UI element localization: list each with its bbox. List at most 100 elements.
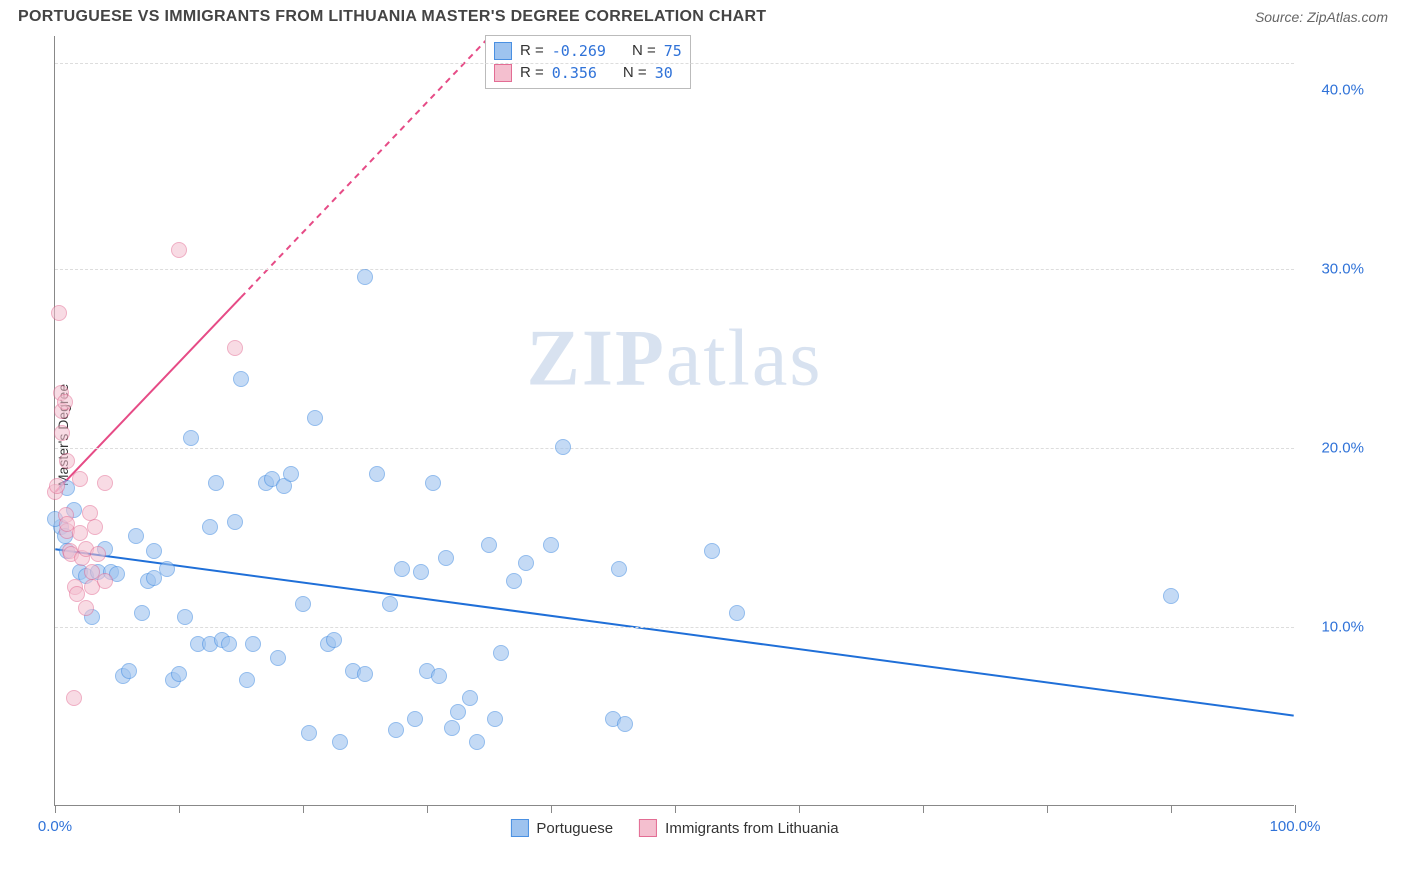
data-point [49,478,65,494]
data-point [221,636,237,652]
data-point [481,537,497,553]
chart-title: PORTUGUESE VS IMMIGRANTS FROM LITHUANIA … [18,8,766,26]
legend-swatch [494,64,512,82]
data-point [413,564,429,580]
legend-n-value: 75 [664,40,682,62]
legend-n-label: N = [632,40,656,62]
data-point [146,543,162,559]
data-point [128,528,144,544]
data-point [487,711,503,727]
x-tick [675,805,676,813]
stats-legend-row: R = 0.356N =30 [494,62,682,84]
gridline [55,448,1294,449]
plot-area: ZIPatlas R =-0.269N =75R = 0.356N =30 Po… [54,36,1294,806]
series-legend-item: Immigrants from Lithuania [639,819,838,837]
data-point [307,410,323,426]
x-tick [923,805,924,813]
data-point [208,475,224,491]
data-point [159,561,175,577]
series-legend: Portuguese Immigrants from Lithuania [510,819,838,837]
data-point [270,650,286,666]
gridline [55,63,1294,64]
data-point [506,573,522,589]
data-point [51,305,67,321]
data-point [543,537,559,553]
x-tick [1295,805,1296,813]
series-legend-item: Portuguese [510,819,613,837]
legend-r-value: 0.356 [552,62,597,84]
legend-r-label: R = [520,40,544,62]
data-point [493,645,509,661]
legend-r-label: R = [520,62,544,84]
data-point [233,371,249,387]
data-point [332,734,348,750]
data-point [97,573,113,589]
data-point [134,605,150,621]
data-point [66,690,82,706]
chart-source: Source: ZipAtlas.com [1255,9,1388,25]
data-point [177,609,193,625]
data-point [301,725,317,741]
x-tick-label: 100.0% [1270,818,1321,835]
data-point [431,668,447,684]
data-point [425,475,441,491]
data-point [388,722,404,738]
data-point [357,666,373,682]
data-point [87,519,103,535]
y-tick-label: 40.0% [1304,81,1364,98]
gridline [55,269,1294,270]
series-legend-label: Portuguese [536,820,613,837]
data-point [69,586,85,602]
x-tick [1047,805,1048,813]
legend-swatch [639,819,657,837]
data-point [469,734,485,750]
legend-n-label: N = [623,62,647,84]
data-point [59,453,75,469]
data-point [438,550,454,566]
data-point [78,600,94,616]
data-point [518,555,534,571]
x-tick [1171,805,1172,813]
data-point [1163,588,1179,604]
data-point [326,632,342,648]
legend-r-value: -0.269 [552,40,606,62]
data-point [245,636,261,652]
data-point [121,663,137,679]
series-legend-label: Immigrants from Lithuania [665,820,838,837]
data-point [382,596,398,612]
data-point [97,475,113,491]
x-tick [55,805,56,813]
gridline [55,627,1294,628]
data-point [171,242,187,258]
data-point [394,561,410,577]
data-point [72,525,88,541]
x-tick [551,805,552,813]
data-point [407,711,423,727]
data-point [183,430,199,446]
data-point [171,666,187,682]
data-point [462,690,478,706]
stats-legend-row: R = -0.269 N = 75 [494,40,682,62]
x-tick [303,805,304,813]
data-point [90,546,106,562]
chart-container: Master's Degree ZIPatlas R =-0.269N =75R… [18,30,1388,840]
watermark: ZIPatlas [527,313,823,404]
data-point [450,704,466,720]
data-point [72,471,88,487]
x-tick [427,805,428,813]
data-point [357,269,373,285]
data-point [283,466,299,482]
data-point [369,466,385,482]
data-point [239,672,255,688]
data-point [227,340,243,356]
data-point [227,514,243,530]
data-point [555,439,571,455]
y-tick-label: 30.0% [1304,260,1364,277]
data-point [704,543,720,559]
x-tick-label: 0.0% [38,818,72,835]
trend-lines-svg [55,36,1294,805]
data-point [57,394,73,410]
data-point [617,716,633,732]
data-point [444,720,460,736]
y-tick-label: 20.0% [1304,439,1364,456]
